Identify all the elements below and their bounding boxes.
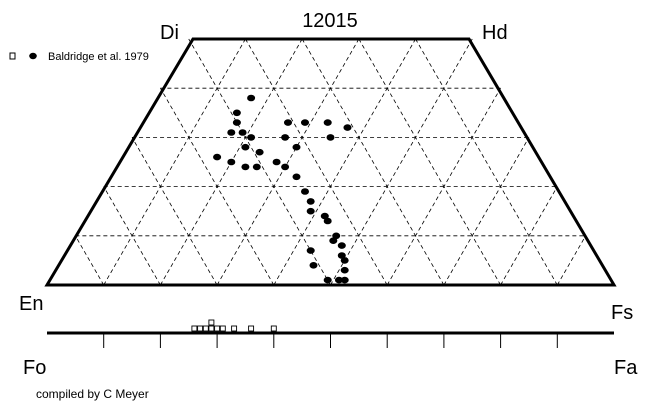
pyroxene-point (213, 153, 222, 161)
grid-line-en (358, 38, 501, 286)
grid-line-en (415, 38, 558, 286)
olivine-point (197, 325, 204, 332)
pyroxene-point (241, 163, 250, 171)
olivine-point (248, 325, 255, 332)
olivine-point (219, 325, 226, 332)
axis-label-fa: Fa (614, 357, 638, 379)
pyroxene-point (227, 158, 236, 166)
pyroxene-point (323, 217, 332, 225)
pyroxene-point (306, 198, 315, 205)
pyroxene-point (340, 257, 349, 264)
pyroxene-point (281, 163, 290, 171)
pyroxene-point (301, 119, 309, 126)
grid-line-en (188, 38, 331, 286)
pyroxene-point (292, 173, 301, 181)
pyroxene-point (306, 207, 315, 215)
vertex-label-fs: Fs (611, 302, 633, 324)
pyroxene-point (337, 242, 346, 249)
pyroxene-point (309, 262, 318, 269)
pyroxene-point (252, 163, 261, 171)
ternary-grid (75, 38, 586, 286)
grid-line-fs (500, 186, 558, 286)
pyroxene-point (241, 143, 250, 151)
grid-line-fs (103, 38, 246, 286)
grid-line-fs (330, 38, 473, 286)
grid-line-fs (216, 38, 360, 286)
olivine-point (202, 325, 209, 332)
olivine-point (208, 325, 215, 332)
pyroxene-point (272, 158, 281, 166)
vertex-label-di: Di (160, 22, 179, 44)
vertex-label-en: En (19, 293, 43, 315)
vertex-label-hd: Hd (482, 22, 508, 44)
pyroxene-point (281, 134, 290, 141)
pyroxene-point (238, 129, 247, 136)
pyroxene-point (343, 124, 352, 131)
pyroxene-point (323, 276, 332, 284)
pyroxene-point (301, 188, 309, 195)
olivine-point (270, 325, 277, 332)
olivine-point (214, 325, 221, 332)
olivine-point (191, 325, 198, 332)
olivine-points (191, 319, 277, 332)
quadrilateral-outline (44, 37, 617, 287)
pyroxene-point (329, 237, 338, 244)
pyroxene-point (337, 252, 346, 259)
pyroxene-point (247, 134, 256, 141)
olivine-point (208, 319, 215, 326)
chart-title: 12015 (302, 10, 358, 32)
pyroxene-point (284, 119, 292, 126)
grid-line-en (245, 38, 388, 286)
legend-filled-marker (29, 52, 37, 60)
pyroxene-point (340, 266, 349, 274)
grid-line-fs (556, 235, 586, 286)
grid-line-en (75, 235, 105, 286)
grid-line-fs (273, 38, 416, 286)
pyroxene-point (227, 129, 236, 136)
pyroxene-point (332, 232, 341, 240)
pyroxene-point (292, 143, 301, 151)
axis-label-fo: Fo (23, 357, 46, 379)
grid-line-en (301, 38, 445, 286)
olivine-point (231, 325, 238, 332)
pyroxene-point (255, 148, 264, 156)
legend-open-marker (9, 52, 16, 60)
fo-fa-ticks (103, 333, 558, 348)
pyroxene-point (247, 94, 256, 102)
pyroxene-point (306, 247, 315, 254)
pyroxene-point (320, 212, 329, 220)
pyroxene-point (335, 276, 343, 284)
pyroxene-point (232, 119, 241, 126)
legend-label: Baldridge et al. 1979 (48, 51, 149, 63)
pyroxene-point (340, 276, 349, 284)
grid-line-fs (386, 88, 501, 286)
pyroxene-point (232, 109, 241, 117)
grid-line-fs (443, 137, 530, 286)
credit-text: compiled by C Meyer (36, 387, 149, 401)
grid-line-en (131, 137, 218, 286)
pyroxene-point (323, 119, 332, 126)
pyroxene-points (213, 94, 352, 284)
pyroxene-point (326, 134, 335, 141)
